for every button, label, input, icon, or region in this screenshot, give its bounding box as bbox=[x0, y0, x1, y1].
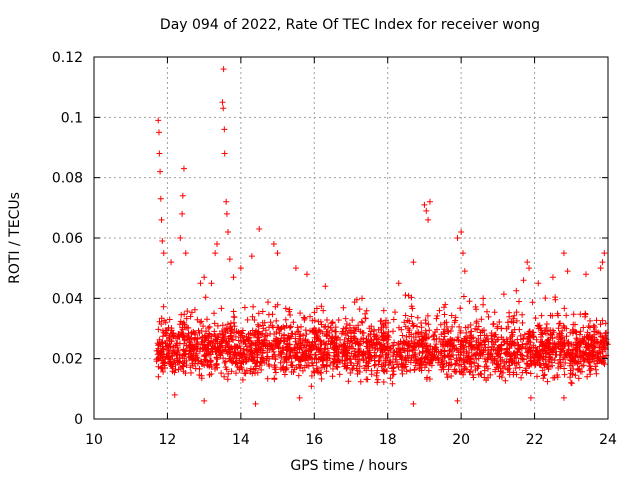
data-point bbox=[535, 280, 542, 287]
data-point bbox=[524, 259, 531, 266]
data-point bbox=[159, 238, 166, 245]
data-point bbox=[180, 165, 187, 172]
data-point bbox=[179, 192, 186, 199]
data-point bbox=[425, 216, 432, 223]
data-point bbox=[155, 117, 162, 124]
data-point bbox=[480, 295, 487, 302]
data-point bbox=[564, 268, 571, 275]
data-point bbox=[177, 235, 184, 241]
data-point bbox=[256, 225, 263, 232]
data-point bbox=[560, 250, 567, 257]
data-point bbox=[157, 168, 164, 175]
data-point bbox=[549, 274, 556, 281]
y-tick-label: 0.06 bbox=[52, 231, 83, 247]
x-tick-label: 24 bbox=[599, 432, 617, 448]
data-point bbox=[527, 394, 534, 401]
x-tick-label: 18 bbox=[379, 432, 397, 448]
data-point bbox=[292, 265, 299, 272]
y-tick-label: 0 bbox=[74, 412, 83, 428]
data-point bbox=[182, 250, 189, 257]
x-tick-label: 20 bbox=[452, 432, 470, 448]
data-point bbox=[252, 400, 259, 407]
axes: 10 12 14 16 18 20 22 24 0 0.02 0.04 0.06 0.08 0.1 0.12 bbox=[52, 50, 617, 448]
data-point bbox=[459, 250, 466, 257]
y-tick-label: 0.12 bbox=[52, 50, 83, 66]
data-point bbox=[421, 201, 428, 208]
data-point bbox=[601, 250, 608, 257]
data-point bbox=[526, 265, 533, 272]
data-point bbox=[201, 274, 208, 281]
x-tick-label: 12 bbox=[159, 432, 177, 448]
data-point bbox=[461, 268, 468, 275]
data-point bbox=[582, 271, 589, 278]
data-point bbox=[212, 250, 219, 257]
x-tick-label: 14 bbox=[232, 432, 250, 448]
data-point bbox=[155, 129, 162, 136]
data-point bbox=[226, 256, 233, 263]
data-point bbox=[171, 391, 178, 398]
data-point bbox=[158, 216, 165, 223]
data-points bbox=[153, 66, 611, 407]
x-axis-label: GPS time / hours bbox=[290, 458, 407, 474]
data-point bbox=[423, 207, 430, 214]
x-tick-label: 10 bbox=[85, 432, 103, 448]
y-tick-label: 0.04 bbox=[52, 291, 83, 307]
data-point bbox=[160, 250, 167, 257]
data-point bbox=[225, 228, 232, 235]
y-tick-label: 0.02 bbox=[52, 352, 83, 368]
data-point bbox=[597, 265, 604, 272]
data-point bbox=[395, 280, 402, 287]
data-point bbox=[221, 126, 228, 133]
data-point bbox=[454, 397, 461, 404]
data-point bbox=[248, 253, 255, 260]
data-point bbox=[219, 99, 226, 106]
data-point bbox=[201, 397, 208, 404]
data-point bbox=[426, 198, 433, 205]
data-point bbox=[221, 150, 228, 157]
data-point bbox=[237, 265, 244, 272]
data-point bbox=[458, 228, 465, 235]
data-point bbox=[220, 66, 227, 73]
chart-title: Day 094 of 2022, Rate Of TEC Index for r… bbox=[159, 17, 541, 33]
y-tick-label: 0.1 bbox=[61, 110, 83, 126]
data-point bbox=[599, 259, 606, 266]
data-point bbox=[410, 259, 417, 266]
y-axis-label: ROTI / TECUs bbox=[7, 192, 23, 284]
data-point bbox=[208, 280, 215, 287]
data-point bbox=[359, 295, 366, 302]
data-point bbox=[197, 280, 204, 287]
data-point bbox=[303, 271, 310, 278]
data-point bbox=[296, 394, 303, 401]
y-tick-label: 0.08 bbox=[52, 171, 83, 187]
data-point bbox=[213, 241, 220, 248]
data-point bbox=[230, 274, 237, 281]
data-point bbox=[157, 195, 164, 202]
data-point bbox=[223, 210, 230, 217]
x-tick-label: 22 bbox=[526, 432, 544, 448]
data-point bbox=[220, 105, 227, 112]
data-point bbox=[168, 259, 175, 266]
data-point bbox=[410, 400, 417, 407]
data-point bbox=[322, 283, 329, 290]
data-point bbox=[454, 235, 461, 241]
data-point bbox=[223, 198, 230, 205]
data-point bbox=[274, 250, 281, 257]
data-point bbox=[156, 150, 163, 157]
data-point bbox=[270, 241, 277, 248]
data-point bbox=[179, 210, 186, 217]
x-tick-label: 16 bbox=[305, 432, 323, 448]
data-point bbox=[560, 394, 567, 401]
data-points-bulk bbox=[153, 287, 611, 390]
data-point bbox=[520, 277, 527, 284]
